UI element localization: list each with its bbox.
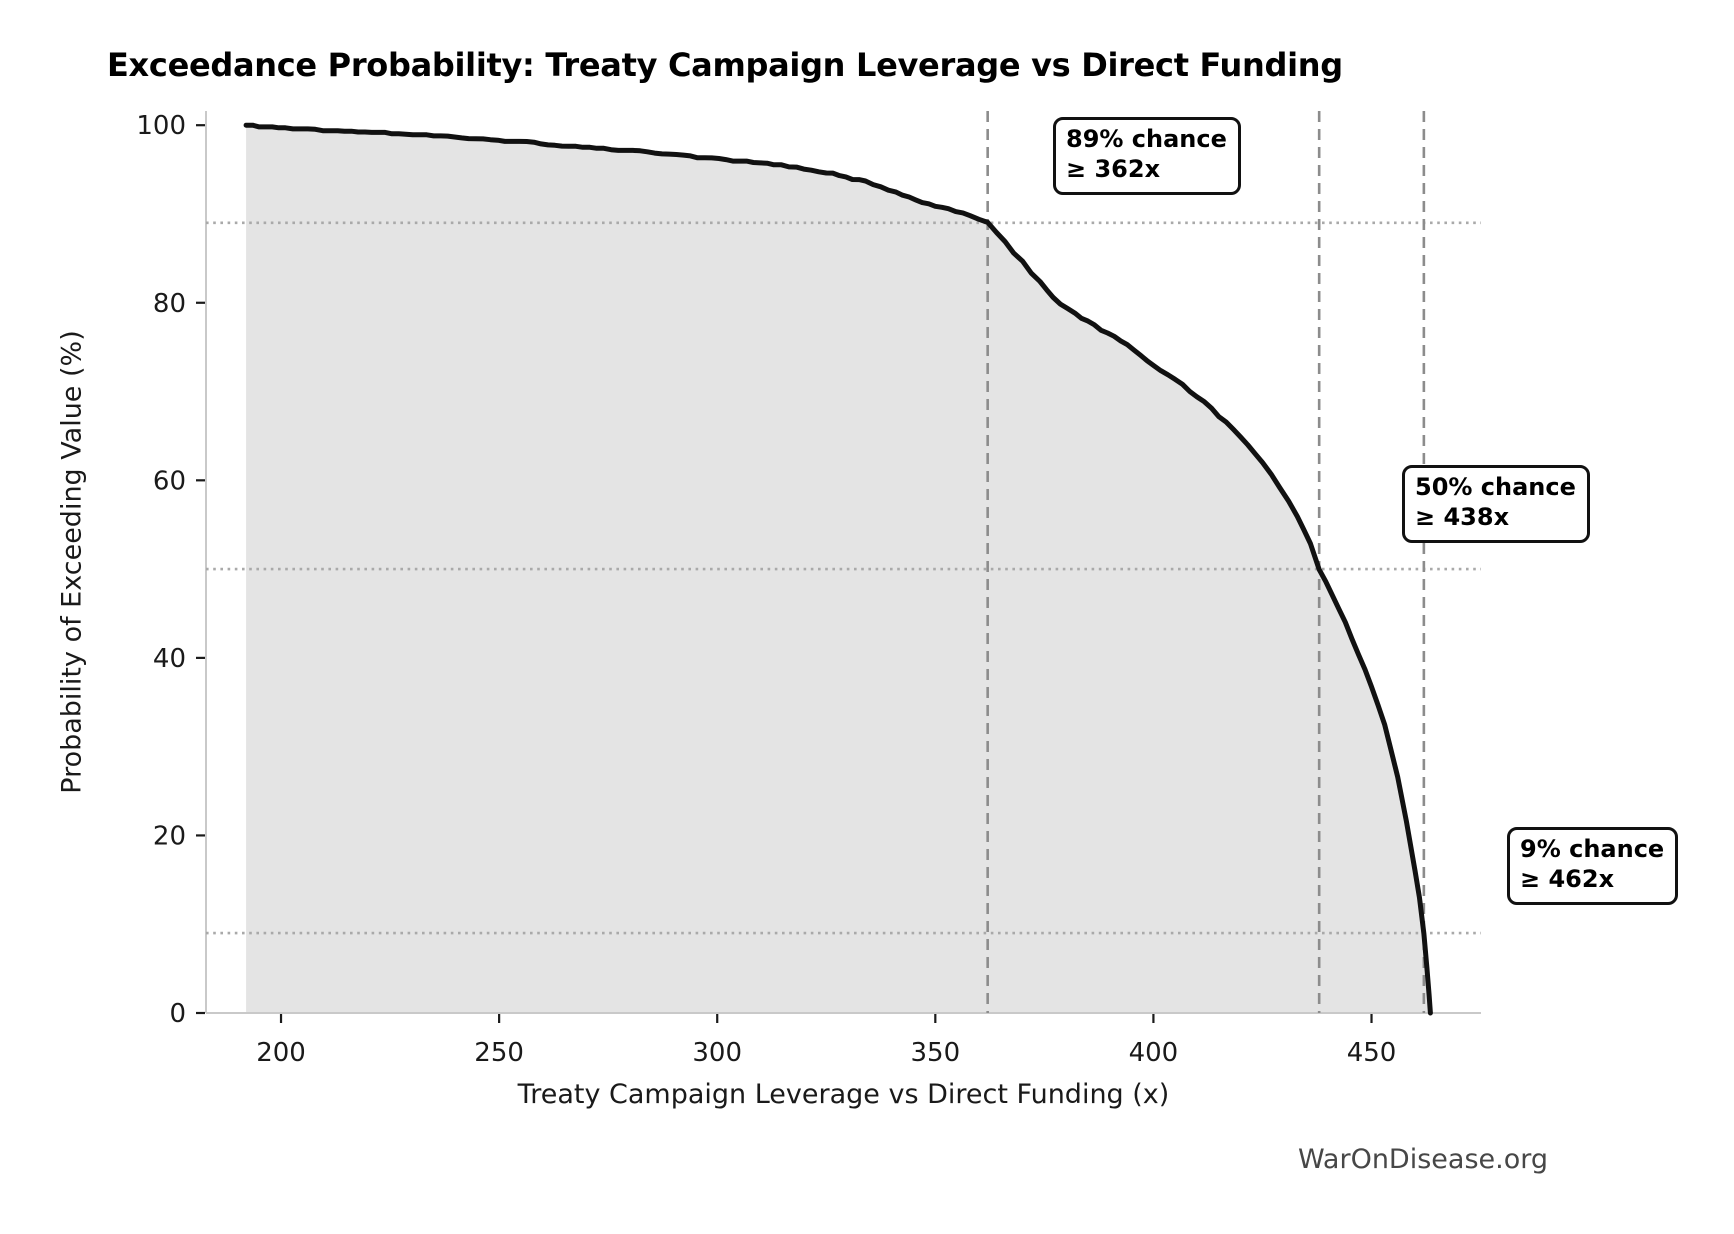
annotation-89-percent: 89% chance ≥ 362x <box>1053 117 1241 195</box>
x-tick-label: 450 <box>1347 1038 1397 1068</box>
y-tick-label: 0 <box>169 999 186 1029</box>
x-tick-label: 300 <box>692 1038 742 1068</box>
exceedance-curve-line <box>243 122 1433 1016</box>
watermark: WarOnDisease.org <box>1297 1144 1548 1175</box>
y-tick-label: 100 <box>136 111 186 141</box>
x-axis-label: Treaty Campaign Leverage vs Direct Fundi… <box>517 1079 1170 1110</box>
annotation-line1: 89% chance <box>1066 125 1227 153</box>
annotation-line2: ≥ 462x <box>1520 865 1615 894</box>
x-tick-label: 250 <box>474 1038 524 1068</box>
annotation-line1: 50% chance <box>1415 473 1576 501</box>
annotation-line2: ≥ 362x <box>1066 155 1161 184</box>
x-tick-label: 200 <box>256 1038 306 1068</box>
chart-title: Exceedance Probability: Treaty Campaign … <box>107 46 1343 84</box>
annotation-9-percent: 9% chance ≥ 462x <box>1507 827 1679 905</box>
curve-fill-area <box>246 125 1431 1013</box>
y-tick-label: 80 <box>153 289 186 319</box>
x-tick-label: 350 <box>910 1038 960 1068</box>
y-tick-label: 60 <box>153 466 186 496</box>
annotation-50-percent: 50% chance ≥ 438x <box>1402 465 1590 543</box>
annotation-line1: 9% chance <box>1520 835 1665 863</box>
x-tick-label: 400 <box>1129 1038 1179 1068</box>
y-tick-label: 40 <box>153 644 186 674</box>
annotation-line2: ≥ 438x <box>1415 503 1510 532</box>
y-tick-label: 20 <box>153 821 186 851</box>
